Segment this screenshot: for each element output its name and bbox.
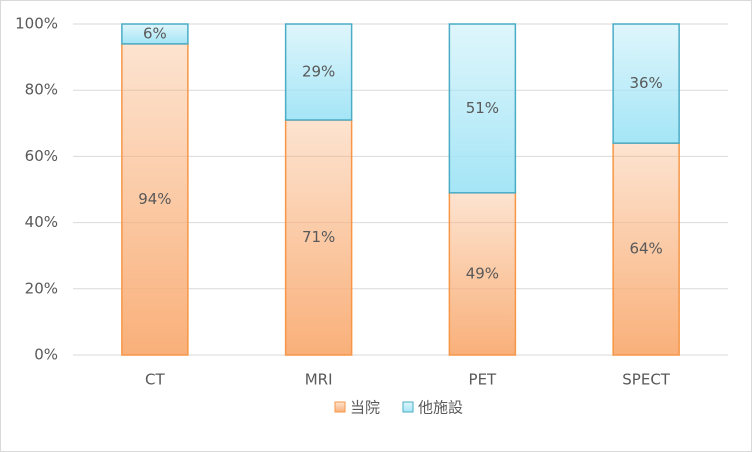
legend-swatch xyxy=(402,401,414,413)
bar-segment xyxy=(448,192,517,356)
x-tick-label: PET xyxy=(469,371,498,389)
bar-segment xyxy=(612,23,680,144)
legend-label: 当院 xyxy=(350,399,380,417)
y-tick-label: 20% xyxy=(25,279,58,297)
legend-swatch xyxy=(334,401,346,413)
x-tick-label: CT xyxy=(145,371,165,389)
data-label: 51% xyxy=(466,99,499,117)
data-label: 71% xyxy=(302,228,335,246)
bar-segment xyxy=(284,119,353,356)
data-label: 49% xyxy=(466,264,499,282)
bar-segment xyxy=(284,23,353,121)
y-tick-label: 0% xyxy=(34,346,58,364)
y-tick-label: 60% xyxy=(25,147,58,165)
data-label: 64% xyxy=(629,240,662,258)
bar-segment xyxy=(448,23,517,194)
bar-segment xyxy=(121,23,189,45)
legend-label: 他施設 xyxy=(418,399,463,417)
bar-segment xyxy=(121,43,189,356)
data-label: 6% xyxy=(143,24,167,42)
x-tick-label: MRI xyxy=(305,371,333,389)
data-label: 36% xyxy=(629,74,662,92)
data-label: 94% xyxy=(138,190,171,208)
data-label: 29% xyxy=(302,62,335,80)
y-tick-label: 80% xyxy=(25,81,58,99)
y-tick-label: 100% xyxy=(15,15,58,33)
x-tick-label: SPECT xyxy=(622,371,671,389)
y-tick-label: 40% xyxy=(25,213,58,231)
